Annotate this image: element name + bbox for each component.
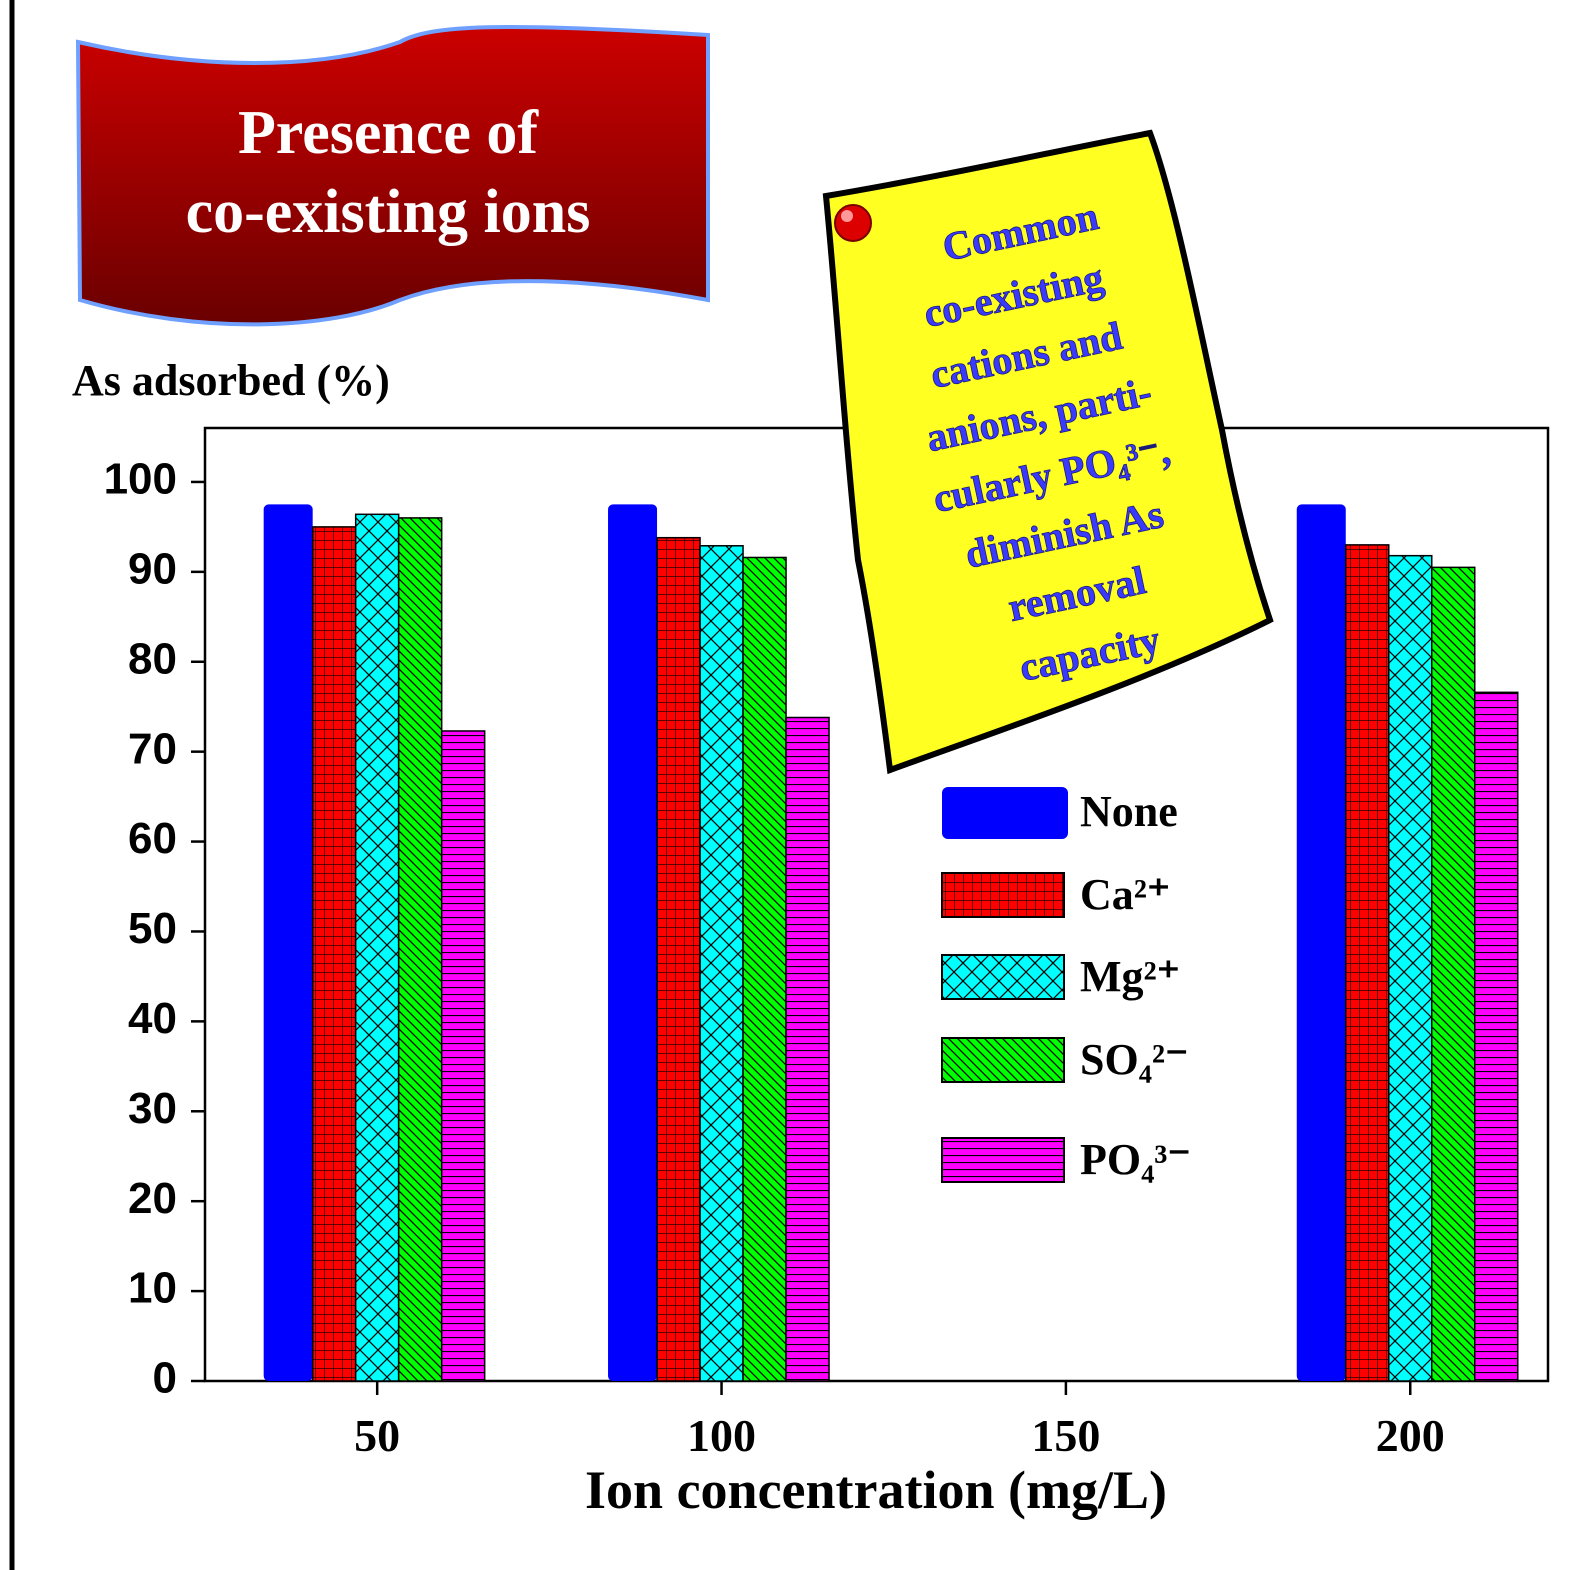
y-tick-label: 90 <box>128 544 177 593</box>
note-bullet-shine <box>841 210 853 222</box>
bar <box>1297 504 1346 1381</box>
y-tick-label: 80 <box>128 634 177 683</box>
x-axis-label: Ion concentration (mg/L) <box>585 1460 1167 1520</box>
y-tick-label: 30 <box>128 1084 177 1133</box>
bar <box>1389 556 1432 1381</box>
legend-swatch <box>942 955 1064 999</box>
legend-label: Ca²⁺ <box>1080 870 1170 919</box>
legend-label: None <box>1080 787 1178 836</box>
legend-swatch <box>942 787 1068 839</box>
bar <box>608 504 657 1381</box>
bar <box>700 546 743 1381</box>
chart: Presence of co-existing ions As adsorbed… <box>0 0 1585 1570</box>
plot-area: 0 10 20 30 40 50 60 70 80 90 100 50 100 150 200 <box>104 428 1548 1461</box>
legend-label: SO₄²⁻ <box>1080 1035 1188 1084</box>
y-tick-label: 10 <box>128 1264 177 1313</box>
chart-title: co-existing ions <box>186 178 591 246</box>
chart-title: Presence of <box>238 99 539 167</box>
bar <box>786 717 829 1381</box>
note-bullet <box>835 205 871 241</box>
bar <box>1475 692 1518 1381</box>
bar <box>399 518 442 1381</box>
bar <box>442 731 485 1381</box>
y-tick-label: 20 <box>128 1174 177 1223</box>
legend-label: Mg²⁺ <box>1080 952 1180 1001</box>
x-tick-label: 100 <box>687 1410 756 1461</box>
y-axis-label: As adsorbed (%) <box>72 356 390 405</box>
title-banner <box>78 27 708 324</box>
legend-swatch <box>942 873 1064 917</box>
y-tick-label: 70 <box>128 724 177 773</box>
bar <box>1432 567 1475 1381</box>
x-tick-label: 50 <box>354 1410 400 1461</box>
bar <box>313 527 356 1381</box>
page: Presence of co-existing ions As adsorbed… <box>0 0 1585 1570</box>
y-tick-label: 40 <box>128 994 177 1043</box>
y-tick-label: 60 <box>128 814 177 863</box>
legend-swatch <box>942 1038 1064 1082</box>
legend-swatch <box>942 1138 1064 1182</box>
legend: None Ca²⁺ Mg²⁺ SO₄²⁻ PO₄³⁻ <box>942 787 1191 1184</box>
y-tick-label: 0 <box>153 1354 177 1403</box>
bar <box>264 504 313 1381</box>
y-tick-label: 100 <box>104 455 177 504</box>
bar <box>743 557 786 1381</box>
legend-label: PO₄³⁻ <box>1080 1135 1191 1184</box>
bar <box>657 538 700 1381</box>
x-tick-label: 150 <box>1031 1410 1100 1461</box>
bar <box>356 514 399 1381</box>
x-tick-label: 200 <box>1376 1410 1445 1461</box>
bar <box>1346 545 1389 1381</box>
y-tick-label: 50 <box>128 904 177 953</box>
